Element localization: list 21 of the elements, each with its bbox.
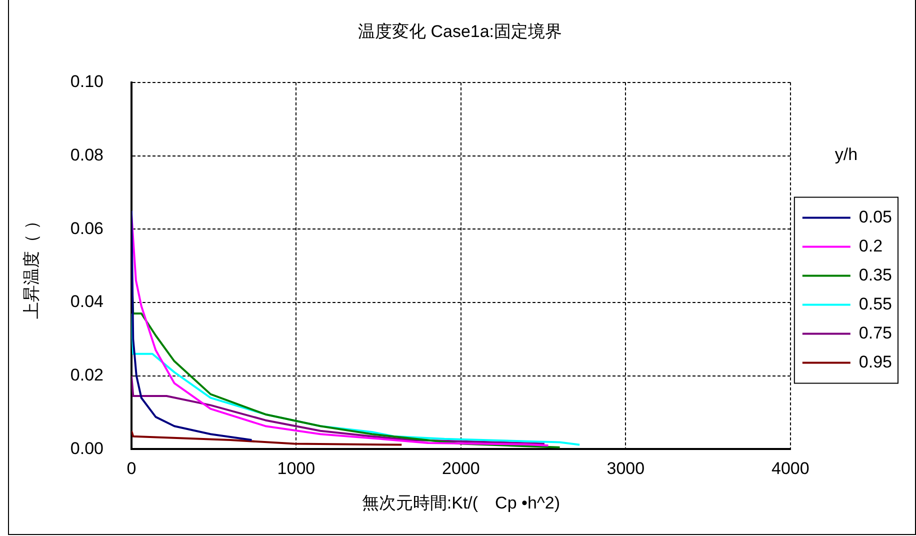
x-axis-title: 無次元時間:Kt/( Cp •h^2) <box>362 493 560 512</box>
y-tick-label: 0.00 <box>70 438 104 458</box>
x-tick-label: 3000 <box>606 459 645 478</box>
y-tick-label: 0.02 <box>70 366 104 385</box>
x-tick-label: 4000 <box>772 459 810 478</box>
legend-label: 0.2 <box>858 236 883 256</box>
legend-label: 0.35 <box>858 265 892 284</box>
y-tick-label: 0.08 <box>70 145 104 164</box>
legend-title: y/h <box>834 144 858 164</box>
y-tick-label: 0.04 <box>70 292 104 312</box>
legend-label: 0.05 <box>858 207 892 226</box>
y-tick-label: 0.06 <box>70 218 104 238</box>
x-tick-label: 1000 <box>277 459 316 478</box>
x-tick-label: 2000 <box>442 459 480 478</box>
legend-label: 0.95 <box>858 352 892 372</box>
legend-label: 0.55 <box>858 294 892 314</box>
x-tick-label: 0 <box>126 459 136 478</box>
chart-title: 温度変化 Case1a:固定境界 <box>358 22 562 41</box>
y-tick-label: 0.10 <box>70 72 104 92</box>
y-axis-title: 上昇温度（ ） <box>22 212 41 320</box>
legend-label: 0.75 <box>858 323 892 342</box>
